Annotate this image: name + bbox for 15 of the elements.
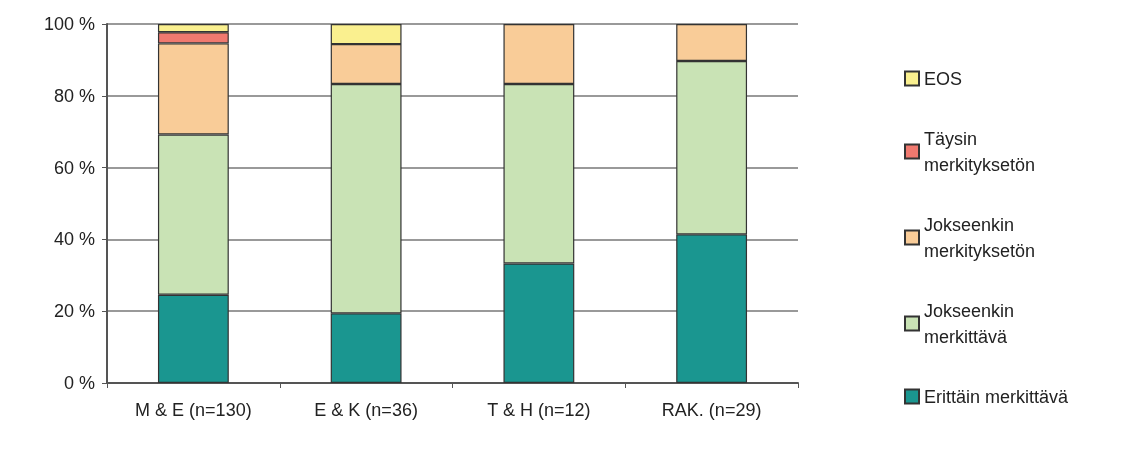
legend-label: Täysin merkityksetön bbox=[924, 128, 1036, 175]
legend-label: Jokseenkin merkittävä bbox=[924, 300, 1020, 347]
y-tick-label: 20 % bbox=[53, 301, 95, 322]
x-tick-label: E & K (n=36) bbox=[314, 400, 418, 420]
x-tick-label: T & H (n=12) bbox=[487, 400, 591, 420]
legend-label: Jokseenkin merkityksetön bbox=[924, 214, 1036, 261]
legend-label: Erittäin merkittävä bbox=[924, 386, 1070, 407]
y-tick-label: 80 % bbox=[53, 85, 95, 106]
y-tick-label: 100 % bbox=[43, 14, 95, 34]
legend-label: EOS bbox=[924, 68, 963, 89]
y-tick-label: 60 % bbox=[53, 157, 95, 178]
y-tick-label: 0 % bbox=[63, 373, 95, 393]
x-tick-label: RAK. (n=29) bbox=[661, 400, 762, 420]
y-tick-label: 40 % bbox=[53, 229, 95, 250]
x-tick-label: M & E (n=130) bbox=[135, 400, 252, 420]
